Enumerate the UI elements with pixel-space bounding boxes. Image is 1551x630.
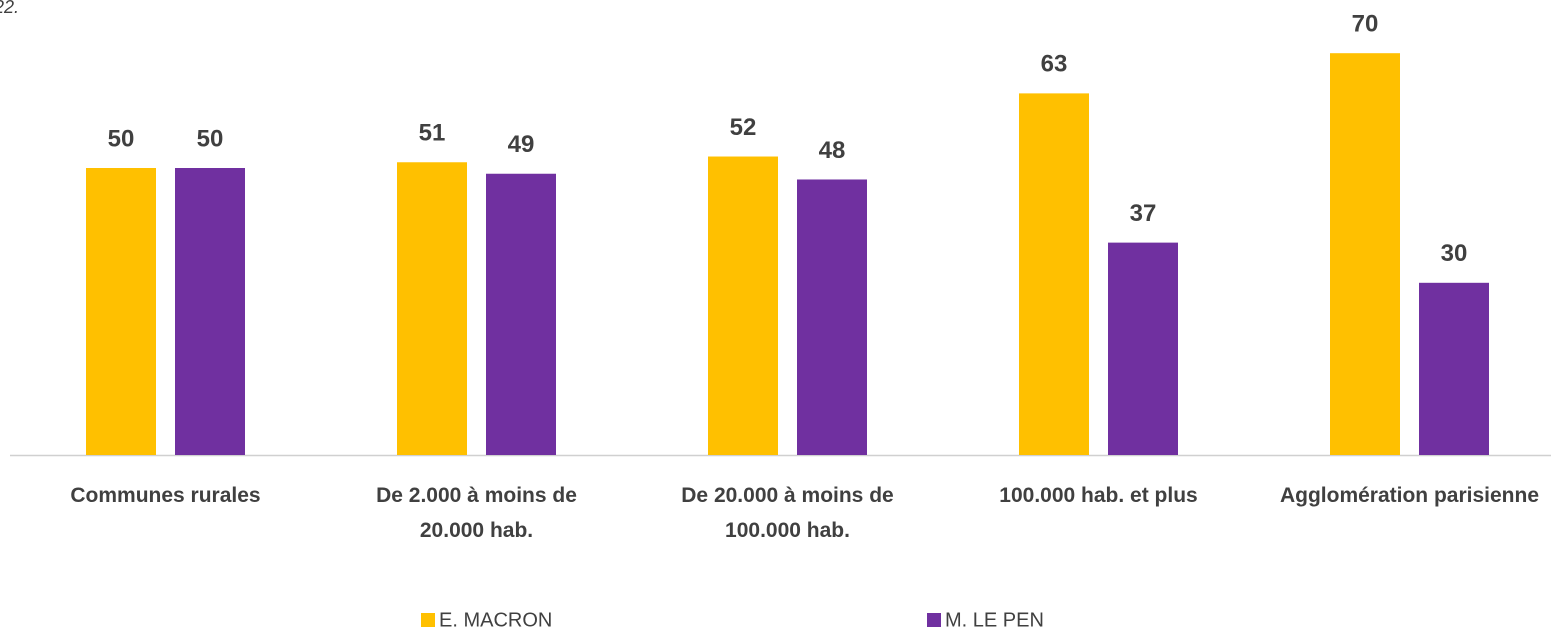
value-label: 52 bbox=[730, 114, 757, 141]
x-tick-label: Communes rurales bbox=[70, 484, 261, 507]
bar bbox=[1108, 242, 1178, 455]
legend-label: M. LE PEN bbox=[945, 609, 1044, 630]
legend-swatch bbox=[421, 613, 435, 627]
value-label: 30 bbox=[1441, 240, 1468, 267]
value-label: 50 bbox=[197, 125, 224, 152]
value-label: 50 bbox=[108, 125, 135, 152]
value-label: 49 bbox=[508, 131, 535, 158]
value-label: 51 bbox=[419, 120, 446, 147]
bar bbox=[708, 156, 778, 455]
value-label: 70 bbox=[1352, 11, 1379, 38]
bar bbox=[1419, 282, 1489, 455]
x-tick-label: De 20.000 à moins de 100.000 hab. bbox=[681, 484, 894, 542]
x-tick-label: De 2.000 à moins de 20.000 hab. bbox=[376, 484, 577, 542]
value-label: 48 bbox=[819, 137, 846, 164]
legend-label: E. MACRON bbox=[439, 609, 552, 630]
bar bbox=[1330, 53, 1400, 455]
bar bbox=[86, 168, 156, 455]
bar bbox=[797, 179, 867, 456]
bar bbox=[1019, 93, 1089, 455]
bar bbox=[175, 168, 245, 455]
legend-swatch bbox=[927, 613, 941, 627]
bar bbox=[397, 162, 467, 455]
note: 22. bbox=[0, 0, 19, 17]
value-label: 37 bbox=[1130, 200, 1157, 227]
value-label: 63 bbox=[1041, 51, 1068, 78]
x-tick-label: Agglomération parisienne bbox=[1279, 484, 1540, 507]
bar bbox=[486, 173, 556, 456]
x-tick-label: 100.000 hab. et plus bbox=[999, 484, 1198, 507]
